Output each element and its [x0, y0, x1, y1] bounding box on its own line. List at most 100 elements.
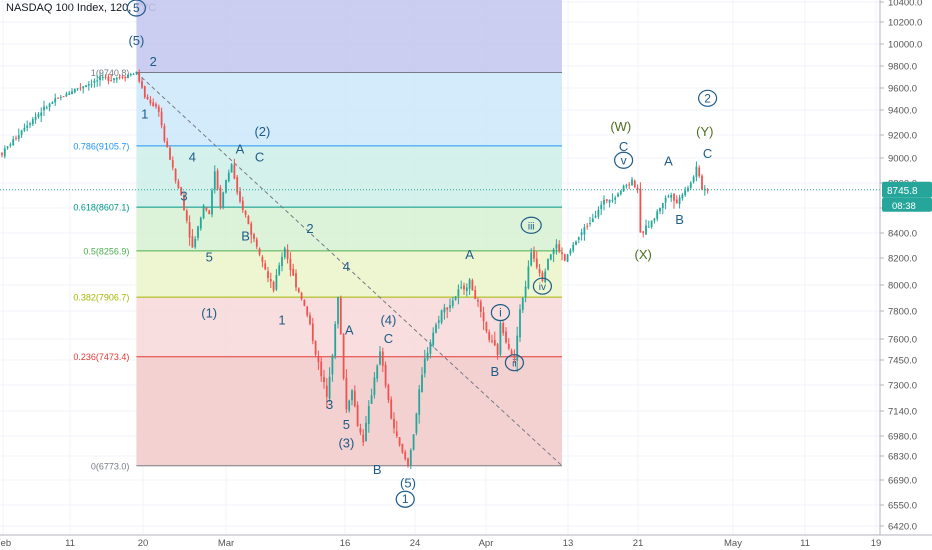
- candle-body: [31, 118, 34, 125]
- candle-body: [191, 236, 194, 248]
- wave-label: 5: [133, 1, 140, 15]
- candle-body: [289, 258, 292, 271]
- candle-body: [40, 112, 43, 116]
- trend-line: [136, 72, 563, 467]
- price-tick-label: 9800.0: [888, 62, 917, 73]
- candle-body: [171, 160, 174, 168]
- candle-body: [143, 86, 146, 98]
- candle-body: [507, 343, 510, 349]
- candle-body: [90, 84, 93, 86]
- candle-body: [247, 216, 250, 225]
- candle-body: [48, 103, 51, 107]
- candle-body: [407, 458, 409, 466]
- candle-body: [99, 76, 101, 81]
- candle-body: [535, 258, 538, 268]
- price-tick-label: 6830.0: [888, 452, 917, 463]
- candle-body: [381, 351, 384, 366]
- candle-body: [141, 81, 143, 88]
- candle-body: [566, 254, 569, 262]
- candle-body: [418, 389, 421, 415]
- candle-body: [398, 437, 401, 446]
- candle-body: [580, 232, 583, 236]
- price-tick-label: 9600.0: [888, 84, 917, 95]
- candle-body: [491, 340, 493, 342]
- candle-body: [57, 97, 59, 99]
- candle-body: [177, 181, 180, 188]
- price-tick-label: 6550.0: [888, 501, 917, 512]
- candle-body: [244, 210, 247, 215]
- candle-body: [516, 335, 519, 361]
- time-tick-label: 11: [65, 538, 75, 549]
- candle-body: [393, 418, 395, 429]
- candle-body: [23, 127, 26, 131]
- candle-body: [115, 77, 118, 80]
- chart-title: NASDAQ 100 Index, 120, TVC: [6, 2, 157, 14]
- candle-body: [628, 184, 631, 186]
- candle-body: [348, 400, 351, 411]
- candle-body: [85, 85, 87, 88]
- wave-label: 5: [206, 250, 213, 265]
- wave-label-degree: (1): [201, 306, 217, 321]
- candle-body: [227, 172, 230, 182]
- wave-label: C: [384, 331, 393, 346]
- candle-body: [527, 266, 530, 289]
- time-tick-label: 16: [340, 538, 351, 549]
- time-tick-label: Apr: [479, 538, 494, 549]
- candle-body: [426, 352, 429, 360]
- candle-body: [625, 184, 628, 187]
- wave-label: 2: [704, 91, 711, 105]
- candle-body: [149, 99, 152, 104]
- candle-body: [278, 265, 281, 275]
- time-axis: Feb 11 20 Mar 16 24 Apr 13 21 May 11 19: [0, 534, 932, 549]
- price-tick-label: 7800.0: [888, 307, 917, 318]
- time-tick-label: 19: [871, 538, 882, 549]
- candle-body: [250, 223, 253, 235]
- candle-body: [157, 106, 160, 112]
- price-tick-label: 8400.0: [888, 229, 917, 240]
- candle-body: [563, 254, 566, 261]
- candle-body: [600, 204, 603, 209]
- fib-zone: [136, 72, 562, 146]
- wave-label: 4: [189, 150, 196, 165]
- candle-body: [440, 310, 443, 323]
- candle-body: [180, 187, 183, 196]
- candle-body: [233, 164, 236, 179]
- candle-body: [465, 287, 468, 292]
- fib-level-label: 0.5(8256.9): [83, 246, 129, 256]
- candle-body: [110, 80, 113, 82]
- wave-label: B: [373, 462, 382, 477]
- time-tick-label: Feb: [0, 538, 11, 549]
- wave-label-degree: (4): [380, 313, 396, 328]
- candle-body: [325, 385, 328, 397]
- fib-zone: [136, 250, 562, 298]
- wave-label-circle: [613, 151, 634, 169]
- candle-body: [558, 244, 561, 252]
- candle-body: [264, 263, 267, 270]
- wave-label: v: [621, 153, 627, 167]
- candle-body: [547, 259, 549, 270]
- candle-body: [457, 289, 460, 297]
- candle-body: [451, 300, 454, 306]
- wave-label: 2: [306, 221, 313, 236]
- candle-body: [412, 434, 415, 450]
- candle-body: [138, 72, 141, 82]
- wave-label: C: [255, 150, 264, 165]
- candle-body: [121, 76, 124, 78]
- candle-body: [219, 187, 222, 208]
- candle-body: [379, 351, 381, 365]
- candle-body: [611, 200, 614, 202]
- candle-body: [437, 320, 440, 323]
- candle-body: [695, 166, 698, 177]
- candle-body: [15, 137, 17, 139]
- candle-body: [435, 324, 437, 333]
- candle-body: [605, 199, 608, 201]
- candle-body: [37, 114, 40, 117]
- wave-label: B: [490, 364, 499, 379]
- candle-body: [59, 96, 62, 98]
- candle-body: [661, 203, 664, 209]
- candle-body: [76, 88, 79, 90]
- candle-body: [703, 188, 706, 191]
- wave-label: 1: [402, 492, 409, 506]
- candle-body: [118, 77, 121, 79]
